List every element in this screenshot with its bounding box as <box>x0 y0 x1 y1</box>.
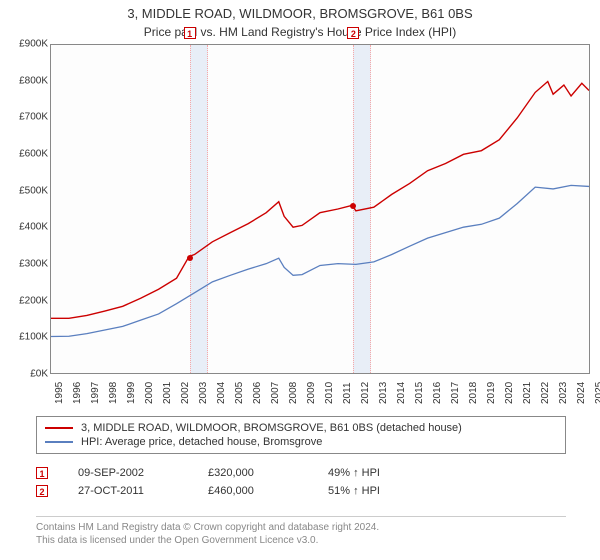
y-axis-tick-label: £500K <box>19 185 48 196</box>
sales-row: 1 09-SEP-2002 £320,000 49% ↑ HPI <box>36 464 566 482</box>
x-axis-tick-label: 2020 <box>504 382 515 404</box>
legend-row: 3, MIDDLE ROAD, WILDMOOR, BROMSGROVE, B6… <box>45 421 557 435</box>
x-axis-tick-label: 2022 <box>540 382 551 404</box>
x-axis-tick-label: 2011 <box>342 382 353 404</box>
x-axis-tick-label: 1998 <box>108 382 119 404</box>
x-axis-tick-label: 2004 <box>216 382 227 404</box>
y-axis-tick-label: £600K <box>19 149 48 160</box>
legend-swatch <box>45 427 73 429</box>
x-axis-tick-label: 1997 <box>90 382 101 404</box>
x-axis-tick-label: 2017 <box>450 382 461 404</box>
sale-point-dot <box>187 255 193 261</box>
x-axis-tick-label: 2024 <box>576 382 587 404</box>
x-axis-tick-label: 2005 <box>234 382 245 404</box>
sale-marker-flag: 1 <box>184 27 196 39</box>
footer-line: Contains HM Land Registry data © Crown c… <box>36 521 566 534</box>
x-axis-tick-label: 2014 <box>396 382 407 404</box>
x-axis-tick-label: 2009 <box>306 382 317 404</box>
x-axis-tick-label: 2025 <box>594 382 600 404</box>
sale-date: 27-OCT-2011 <box>78 485 208 497</box>
sale-hpi: 51% ↑ HPI <box>328 485 448 497</box>
sale-date: 09-SEP-2002 <box>78 467 208 479</box>
y-axis-tick-label: £900K <box>19 39 48 50</box>
x-axis-tick-label: 2010 <box>324 382 335 404</box>
legend: 3, MIDDLE ROAD, WILDMOOR, BROMSGROVE, B6… <box>36 416 566 454</box>
y-axis-tick-label: £100K <box>19 332 48 343</box>
x-axis-tick-label: 1996 <box>72 382 83 404</box>
sale-hpi: 49% ↑ HPI <box>328 467 448 479</box>
x-axis-tick-label: 2002 <box>180 382 191 404</box>
footer-line: This data is licensed under the Open Gov… <box>36 534 566 547</box>
line-svg <box>51 45 589 373</box>
y-axis-tick-label: £0K <box>30 369 48 380</box>
chart-title: 3, MIDDLE ROAD, WILDMOOR, BROMSGROVE, B6… <box>0 0 600 23</box>
sale-highlight-band <box>353 45 371 373</box>
sale-marker-flag: 2 <box>347 27 359 39</box>
sale-price: £460,000 <box>208 485 328 497</box>
x-axis-tick-label: 2013 <box>378 382 389 404</box>
sale-highlight-band <box>190 45 208 373</box>
y-axis-tick-label: £700K <box>19 112 48 123</box>
series-line <box>51 185 589 336</box>
x-axis-tick-label: 2007 <box>270 382 281 404</box>
y-axis-tick-label: £800K <box>19 75 48 86</box>
x-axis-tick-label: 2008 <box>288 382 299 404</box>
x-axis-tick-label: 2006 <box>252 382 263 404</box>
x-axis-tick-label: 2019 <box>486 382 497 404</box>
sale-marker-box: 1 <box>36 467 48 479</box>
plot-area: 12 <box>50 44 590 374</box>
chart-container: 3, MIDDLE ROAD, WILDMOOR, BROMSGROVE, B6… <box>0 0 600 560</box>
legend-row: HPI: Average price, detached house, Brom… <box>45 435 557 449</box>
x-axis-tick-label: 2023 <box>558 382 569 404</box>
chart-subtitle: Price paid vs. HM Land Registry's House … <box>0 23 600 39</box>
sale-price: £320,000 <box>208 467 328 479</box>
sales-row: 2 27-OCT-2011 £460,000 51% ↑ HPI <box>36 482 566 500</box>
x-axis-tick-label: 2015 <box>414 382 425 404</box>
legend-swatch <box>45 441 73 443</box>
sales-table: 1 09-SEP-2002 £320,000 49% ↑ HPI 2 27-OC… <box>36 464 566 500</box>
y-axis-tick-label: £300K <box>19 259 48 270</box>
footer: Contains HM Land Registry data © Crown c… <box>36 516 566 547</box>
y-axis-tick-label: £200K <box>19 295 48 306</box>
legend-label: HPI: Average price, detached house, Brom… <box>81 436 322 448</box>
x-axis-tick-label: 2016 <box>432 382 443 404</box>
sale-point-dot <box>350 203 356 209</box>
x-axis-tick-label: 1999 <box>126 382 137 404</box>
x-axis-tick-label: 2001 <box>162 382 173 404</box>
y-axis-tick-label: £400K <box>19 222 48 233</box>
x-axis-tick-label: 1995 <box>54 382 65 404</box>
series-line <box>51 81 589 318</box>
x-axis-tick-label: 2003 <box>198 382 209 404</box>
sale-marker-box: 2 <box>36 485 48 497</box>
x-axis-tick-label: 2021 <box>522 382 533 404</box>
chart-wrap: £0K £100K £200K £300K £400K £500K £600K £700K £8… <box>0 44 600 394</box>
legend-label: 3, MIDDLE ROAD, WILDMOOR, BROMSGROVE, B6… <box>81 422 462 434</box>
x-axis-tick-label: 2012 <box>360 382 371 404</box>
x-axis-tick-label: 2000 <box>144 382 155 404</box>
x-axis-tick-label: 2018 <box>468 382 479 404</box>
